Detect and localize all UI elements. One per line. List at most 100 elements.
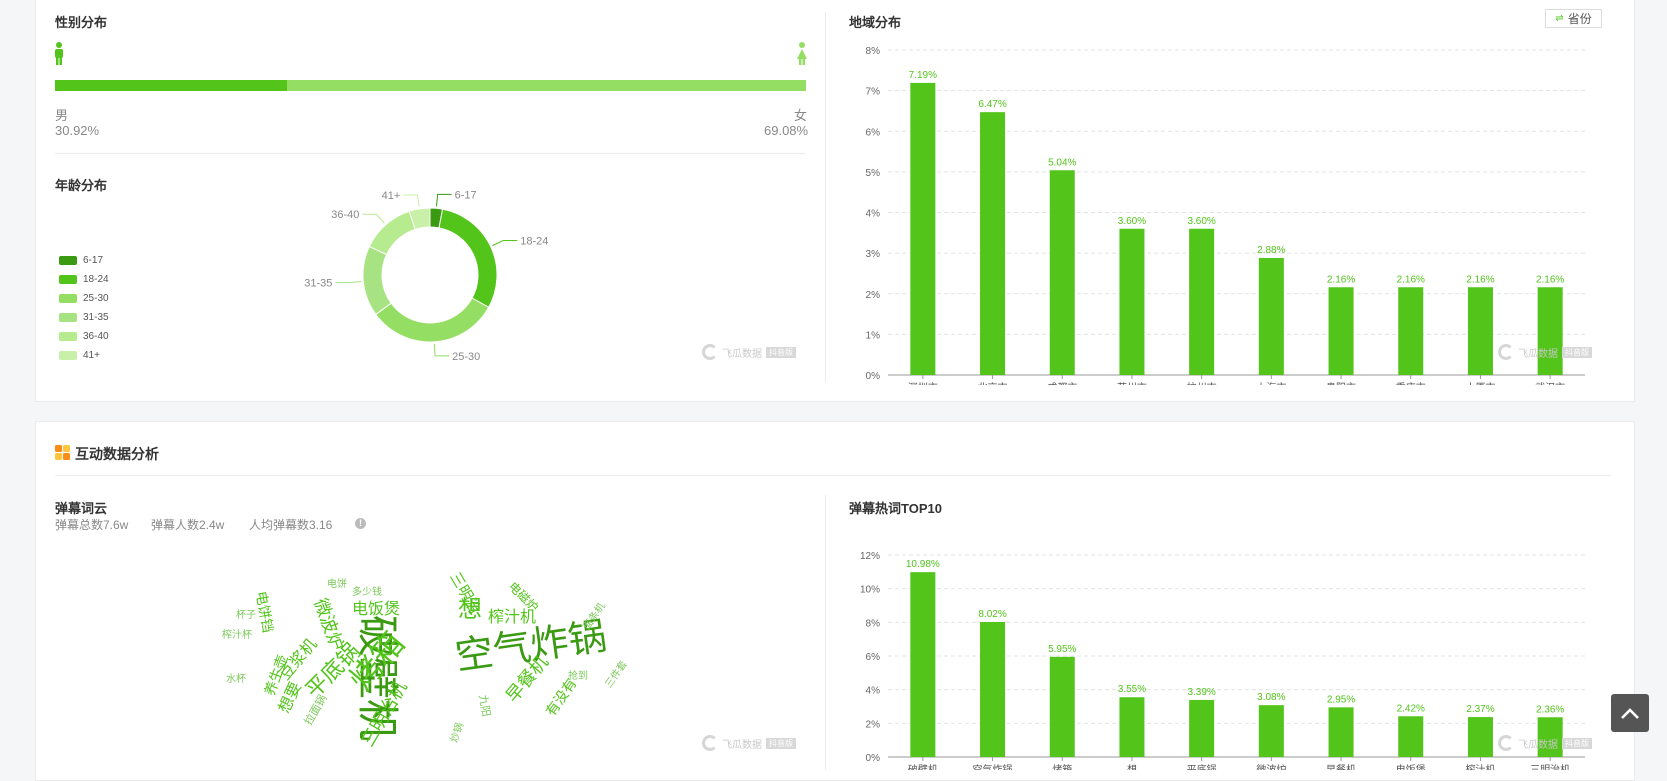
- cloud-word: 电饭煲: [352, 601, 401, 618]
- age-legend-item[interactable]: 36-40: [59, 329, 109, 343]
- donut-label: 18-24: [520, 236, 548, 248]
- legend-swatch: [59, 274, 77, 284]
- x-tick-label: 太原市: [1465, 381, 1495, 385]
- cloud-word: 想要: [276, 679, 306, 716]
- bar-value-label: 2.95%: [1327, 694, 1355, 705]
- danmu-total: 弹幕总数7.6w: [55, 518, 129, 532]
- column-divider: [825, 12, 826, 382]
- bar[interactable]: [1049, 656, 1075, 757]
- watermark: 飞瓜数据 抖音版: [702, 344, 796, 360]
- bar[interactable]: [1189, 699, 1215, 757]
- bar-value-label: 2.16%: [1466, 274, 1494, 285]
- bar[interactable]: [1328, 707, 1354, 757]
- age-donut-chart: 6-17 18-24 25-30 31-35 36-40 41+: [304, 189, 548, 363]
- y-tick-label: 4%: [866, 209, 881, 220]
- province-toggle-button[interactable]: ⇌ 省份: [1545, 9, 1602, 28]
- bar-value-label: 8.02%: [978, 609, 1006, 620]
- x-tick-label: 烤箱: [1052, 763, 1072, 770]
- donut-label: 31-35: [304, 278, 332, 290]
- y-tick-label: 2%: [866, 290, 881, 301]
- x-tick-label: 平底锅: [1187, 763, 1217, 770]
- legend-swatch: [59, 312, 77, 322]
- y-tick-label: 8%: [866, 618, 881, 629]
- age-legend-item[interactable]: 25-30: [59, 291, 109, 305]
- y-tick-label: 5%: [866, 168, 881, 179]
- x-tick-label: 武汉市: [1535, 381, 1565, 385]
- legend-swatch: [59, 331, 77, 341]
- legend-swatch: [59, 255, 77, 265]
- male-label: 男: [55, 108, 69, 123]
- legend-label: 6-17: [83, 254, 104, 266]
- bar-value-label: 6.47%: [978, 99, 1006, 110]
- bar-value-label: 5.04%: [1048, 157, 1076, 168]
- female-percentage: 69.08%: [764, 123, 809, 138]
- y-tick-label: 10%: [860, 585, 880, 596]
- donut-slice[interactable]: [408, 207, 431, 230]
- x-tick-label: 空气炸锅: [973, 763, 1013, 770]
- toggle-icon: ⇌: [1555, 13, 1564, 24]
- bar[interactable]: [1328, 287, 1354, 375]
- age-legend-item[interactable]: 18-24: [59, 272, 109, 286]
- y-tick-label: 4%: [866, 686, 881, 697]
- age-legend-item[interactable]: 6-17: [59, 253, 103, 267]
- x-tick-label: 重庆市: [1396, 381, 1426, 385]
- x-tick-label: 北京市: [978, 381, 1008, 385]
- y-tick-label: 12%: [860, 551, 880, 562]
- cloud-word: 三明治: [446, 569, 484, 617]
- back-to-top-button[interactable]: [1611, 694, 1649, 732]
- bar[interactable]: [1119, 228, 1145, 375]
- bar[interactable]: [1467, 717, 1493, 757]
- bar[interactable]: [1398, 716, 1424, 757]
- x-tick-label: 微波炉: [1256, 763, 1286, 770]
- danmu-avg: 人均弹幕数3.16: [249, 518, 333, 532]
- interaction-card: [35, 421, 1635, 781]
- male-figure-icon: [54, 42, 64, 71]
- cloud-word: 水杯: [226, 674, 246, 685]
- x-tick-label: 破壁机: [908, 763, 938, 770]
- donut-leader-line: [492, 240, 518, 247]
- cloud-word: 拉面锅: [302, 692, 330, 728]
- cloud-word: 抢到: [568, 671, 588, 682]
- bar[interactable]: [1258, 705, 1284, 757]
- info-icon[interactable]: !: [355, 518, 366, 529]
- x-tick-label: 早餐机: [1326, 763, 1356, 770]
- interaction-title: 互动数据分析: [75, 446, 159, 462]
- age-legend-item[interactable]: 31-35: [59, 310, 109, 324]
- legend-swatch: [59, 350, 77, 360]
- y-tick-label: 0%: [866, 753, 881, 764]
- donut-label: 25-30: [452, 351, 480, 363]
- female-label: 女: [794, 108, 808, 123]
- region-title: 地域分布: [849, 15, 902, 30]
- bar[interactable]: [910, 82, 936, 375]
- bar[interactable]: [1467, 287, 1493, 375]
- bar-value-label: 3.55%: [1118, 684, 1146, 695]
- bar[interactable]: [1119, 697, 1145, 757]
- x-tick-label: 电饭煲: [1396, 763, 1426, 770]
- bar[interactable]: [910, 572, 936, 757]
- bar[interactable]: [1398, 287, 1424, 375]
- donut-leader-line: [335, 280, 362, 284]
- bar[interactable]: [1049, 170, 1075, 375]
- age-legend-item[interactable]: 41+: [59, 348, 100, 362]
- x-tick-label: 上海市: [1256, 381, 1286, 385]
- y-tick-label: 3%: [866, 249, 881, 260]
- cloud-word: 炒锅: [448, 721, 467, 745]
- bar[interactable]: [1537, 717, 1563, 757]
- divider: [55, 153, 806, 154]
- age-title: 年龄分布: [55, 178, 108, 193]
- donut-leader-line: [362, 213, 385, 224]
- cloud-word: 多少钱: [352, 587, 382, 598]
- bar[interactable]: [980, 621, 1006, 757]
- bar-value-label: 3.08%: [1257, 692, 1285, 703]
- cloud-word: 电饼铛: [253, 589, 277, 634]
- bar[interactable]: [1537, 287, 1563, 375]
- x-tick-label: 榨汁机: [1465, 763, 1495, 770]
- bar[interactable]: [980, 112, 1006, 375]
- y-tick-label: 6%: [866, 127, 881, 138]
- cloud-word: 杯子: [236, 610, 256, 621]
- bar-value-label: 7.19%: [909, 70, 937, 81]
- bar[interactable]: [1258, 258, 1284, 375]
- y-tick-label: 8%: [866, 46, 881, 57]
- bar[interactable]: [1189, 228, 1215, 375]
- x-tick-label: 深圳市: [908, 381, 938, 385]
